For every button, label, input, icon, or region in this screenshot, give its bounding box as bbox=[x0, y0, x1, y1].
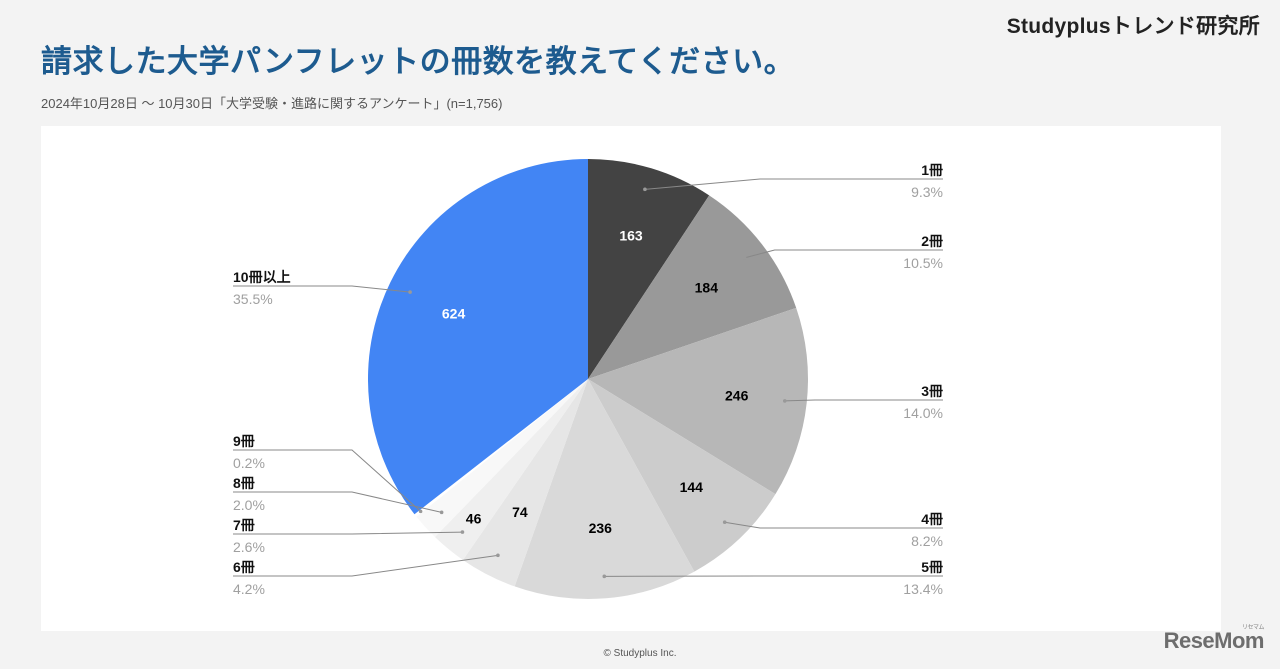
percent-label: 4.2% bbox=[233, 581, 265, 597]
survey-subtitle: 2024年10月28日 ～ 10月30日「大学受験・進路に関するアンケート」(n… bbox=[41, 96, 503, 111]
percent-label: 2.6% bbox=[233, 539, 265, 555]
pie-slice bbox=[416, 379, 588, 538]
slice-value-label: 163 bbox=[619, 228, 643, 244]
slice-value-label: 74 bbox=[512, 504, 528, 520]
watermark-ruby: リセマム bbox=[1241, 625, 1265, 631]
pie-slices bbox=[367, 159, 808, 599]
percent-label: 2.0% bbox=[233, 497, 265, 513]
leader-line bbox=[233, 554, 498, 577]
category-label: 5冊 bbox=[921, 559, 943, 575]
slice-value-label: 46 bbox=[466, 510, 482, 526]
leader-line bbox=[724, 521, 943, 529]
percent-label: 14.0% bbox=[903, 405, 943, 421]
pie-chart: 1冊 9.3% 2冊 10.5% 3冊 14.0% 4冊 8.2% 5冊 13.4% 6冊 4.2% 7… bbox=[233, 159, 943, 599]
category-label: 4冊 bbox=[921, 511, 943, 527]
pie-slice bbox=[588, 159, 710, 379]
leader-dot bbox=[643, 187, 647, 192]
category-label: 9冊 bbox=[233, 433, 255, 449]
pie-slice bbox=[414, 379, 588, 517]
slice-value-label: 184 bbox=[695, 279, 719, 295]
pie-slice bbox=[588, 307, 808, 495]
slice-value-label: 624 bbox=[442, 305, 466, 321]
leader-dot bbox=[742, 256, 747, 260]
pie-slice bbox=[588, 195, 797, 379]
category-label: 7冊 bbox=[233, 517, 255, 533]
category-label: 6冊 bbox=[233, 559, 255, 575]
category-label: 2冊 bbox=[921, 233, 943, 249]
percent-label: 13.4% bbox=[903, 581, 943, 597]
leader-line bbox=[233, 285, 411, 293]
slice-value-label: 246 bbox=[725, 388, 749, 404]
percent-label: 8.2% bbox=[911, 533, 943, 549]
pie-slice bbox=[514, 379, 695, 599]
category-label: 8冊 bbox=[233, 475, 255, 491]
category-label: 10冊以上 bbox=[233, 269, 291, 285]
resemom-watermark: ReseMom リセマム bbox=[1163, 625, 1265, 654]
leader-line bbox=[644, 178, 943, 190]
watermark-text: ReseMom bbox=[1163, 628, 1265, 653]
leader-dot bbox=[496, 553, 500, 558]
leader-line bbox=[233, 531, 463, 535]
chart-panel: 1冊 9.3% 2冊 10.5% 3冊 14.0% 4冊 8.2% 5冊 13.4% 6冊 4.2% 7… bbox=[41, 126, 1221, 631]
percent-label: 10.5% bbox=[903, 255, 943, 271]
category-label: 3冊 bbox=[921, 383, 943, 399]
percent-label: 9.3% bbox=[911, 184, 943, 200]
pie-value-labels: 163 184 246 144 236 74 46 624 bbox=[442, 228, 749, 536]
leader-dot bbox=[460, 530, 465, 534]
page-title: 請求した大学パンフレットの冊数を教えてください。 bbox=[41, 44, 796, 79]
leader-dot bbox=[439, 510, 444, 515]
slice-value-label: 236 bbox=[589, 520, 613, 536]
brand-logo: Studyplusトレンド研究所 bbox=[1006, 15, 1260, 38]
pie-callouts: 1冊 9.3% 2冊 10.5% 3冊 14.0% 4冊 8.2% 5冊 13.4% 6冊 4.2% 7… bbox=[233, 162, 943, 597]
pie-slice bbox=[462, 379, 588, 587]
copyright: © Studyplus Inc. bbox=[603, 648, 677, 659]
category-label: 1冊 bbox=[921, 162, 943, 178]
slice-value-label: 144 bbox=[680, 479, 704, 495]
leader-line bbox=[744, 249, 943, 259]
leader-dot bbox=[722, 520, 727, 525]
leader-dot bbox=[408, 290, 412, 294]
leader-dot bbox=[418, 509, 423, 514]
pie-slice bbox=[588, 379, 776, 572]
leader-line bbox=[784, 399, 943, 402]
leader-line bbox=[233, 449, 421, 512]
pie-slice bbox=[367, 159, 588, 515]
leader-line bbox=[233, 491, 442, 513]
pie-slice bbox=[434, 379, 588, 560]
percent-label: 35.5% bbox=[233, 291, 273, 307]
percent-label: 0.2% bbox=[233, 455, 265, 471]
leader-dot bbox=[602, 574, 607, 579]
leader-dot bbox=[782, 399, 787, 403]
